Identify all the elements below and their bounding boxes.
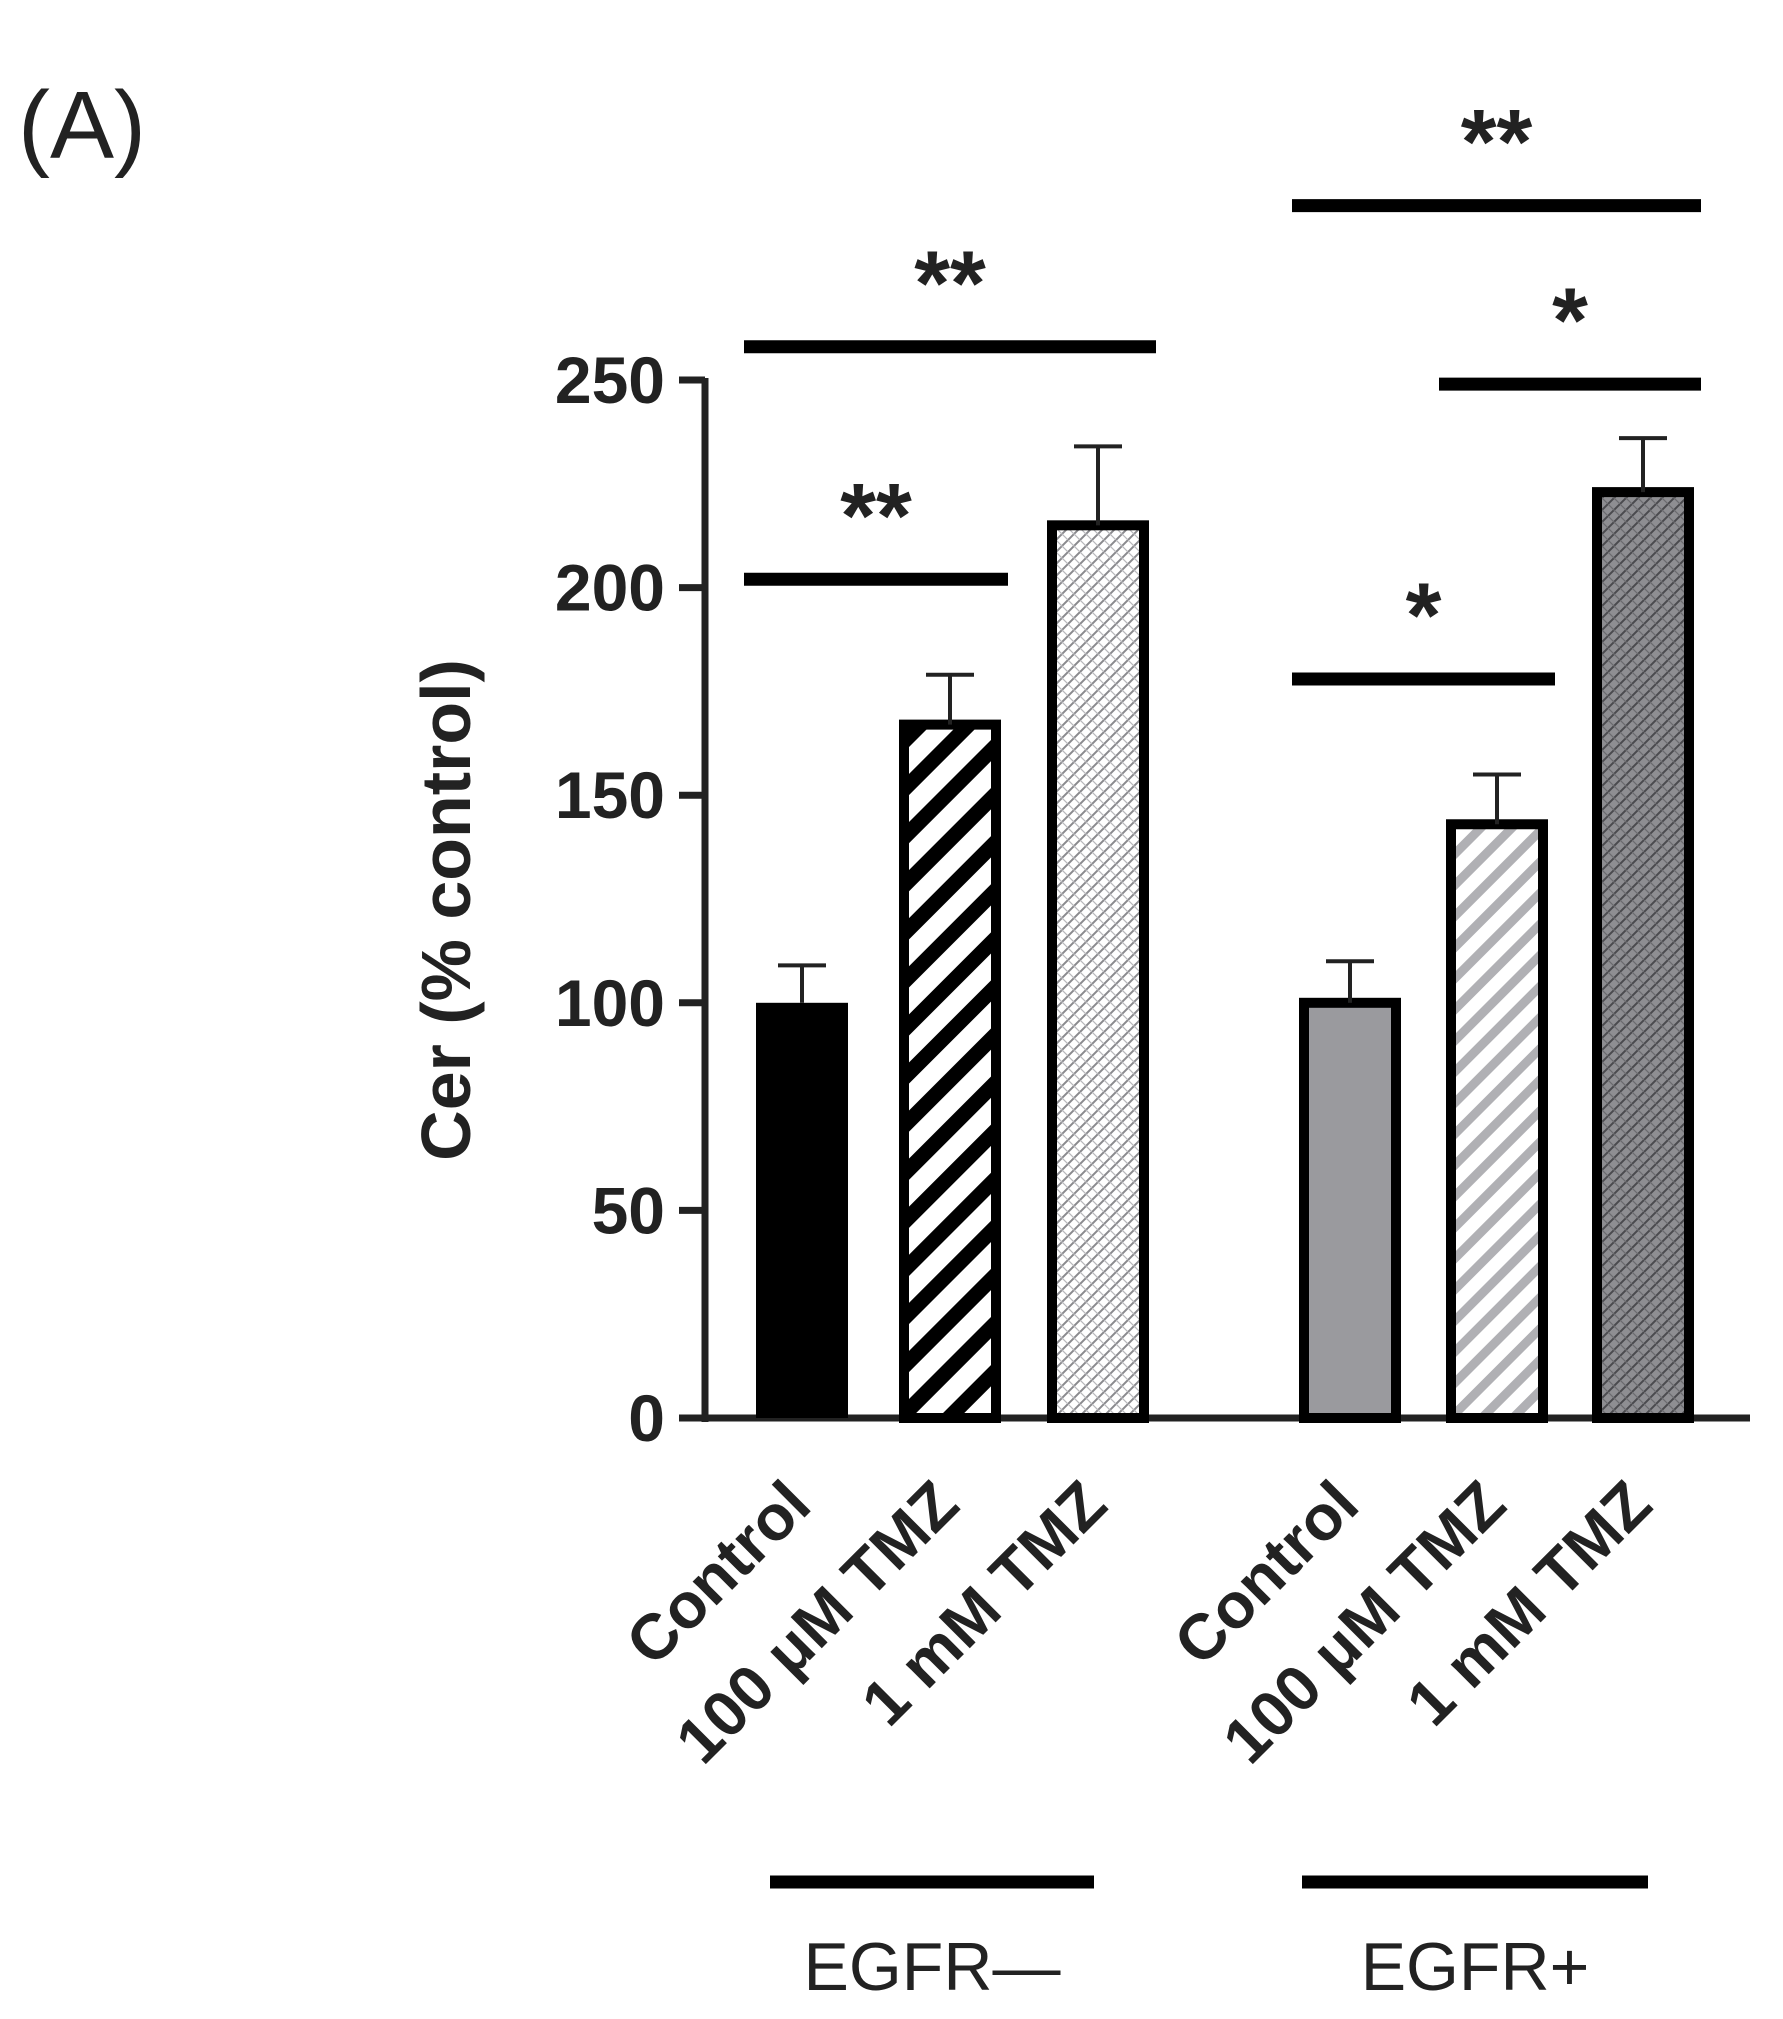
y-tick-label: 250 xyxy=(555,343,665,417)
group-labels: EGFR— EGFR+ xyxy=(770,1875,1648,2005)
y-tick-label: 100 xyxy=(555,966,665,1040)
bar xyxy=(899,719,1001,1423)
y-tick-label: 150 xyxy=(555,758,665,832)
y-axis-title: Cer (% control) xyxy=(407,659,485,1161)
panel-label: (A) xyxy=(18,72,146,179)
significance-label: * xyxy=(1552,270,1588,372)
y-tick-label: 200 xyxy=(555,551,665,625)
significance-label: * xyxy=(1406,565,1442,667)
significance-label: ** xyxy=(914,233,986,335)
significance-markers: ******** xyxy=(744,92,1701,686)
y-tick-label: 50 xyxy=(592,1173,665,1247)
bar xyxy=(1299,997,1401,1423)
y-tick-label: 0 xyxy=(628,1381,665,1455)
significance-label: ** xyxy=(1461,92,1533,194)
group-label: EGFR— xyxy=(804,1929,1061,2005)
group-label: EGFR+ xyxy=(1361,1929,1590,2005)
bar xyxy=(756,1002,848,1418)
bar xyxy=(1446,819,1548,1423)
bars xyxy=(756,436,1694,1423)
bar xyxy=(1047,520,1149,1423)
significance-label: ** xyxy=(840,465,912,567)
bar xyxy=(1592,487,1694,1423)
y-axis: 0 50 100 150 200 250 xyxy=(555,343,1750,1455)
